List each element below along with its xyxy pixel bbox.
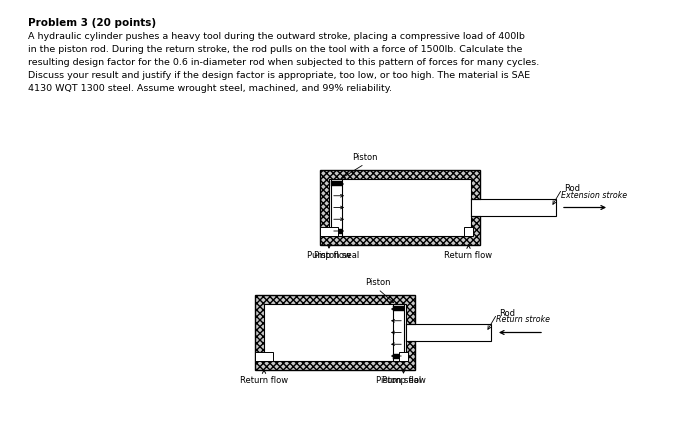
Text: Pump flow: Pump flow bbox=[382, 376, 426, 385]
FancyBboxPatch shape bbox=[255, 295, 415, 370]
Text: Piston seal: Piston seal bbox=[314, 251, 359, 260]
FancyBboxPatch shape bbox=[331, 229, 342, 234]
FancyBboxPatch shape bbox=[393, 354, 404, 359]
FancyBboxPatch shape bbox=[406, 324, 416, 341]
FancyBboxPatch shape bbox=[406, 324, 491, 341]
Text: Pump flow: Pump flow bbox=[307, 251, 351, 260]
Text: Piston: Piston bbox=[351, 153, 377, 162]
FancyBboxPatch shape bbox=[464, 227, 473, 236]
Text: Piston seal: Piston seal bbox=[376, 376, 421, 385]
Text: resulting design factor for the 0.6 in-diameter rod when subjected to this patte: resulting design factor for the 0.6 in-d… bbox=[28, 58, 539, 67]
Text: Discuss your result and justify if the design factor is appropriate, too low, or: Discuss your result and justify if the d… bbox=[28, 71, 530, 80]
Text: Rod: Rod bbox=[499, 310, 515, 318]
Text: Return flow: Return flow bbox=[240, 376, 288, 385]
Text: A hydraulic cylinder pushes a heavy tool during the outward stroke, placing a co: A hydraulic cylinder pushes a heavy tool… bbox=[28, 32, 525, 41]
Text: Problem 3 (20 points): Problem 3 (20 points) bbox=[28, 18, 156, 28]
FancyBboxPatch shape bbox=[393, 304, 404, 361]
FancyBboxPatch shape bbox=[331, 179, 342, 236]
FancyBboxPatch shape bbox=[320, 170, 480, 245]
Text: Extension stroke: Extension stroke bbox=[561, 191, 627, 200]
FancyBboxPatch shape bbox=[255, 352, 273, 361]
FancyBboxPatch shape bbox=[320, 227, 338, 236]
FancyBboxPatch shape bbox=[471, 199, 481, 216]
FancyBboxPatch shape bbox=[329, 179, 471, 236]
Text: Return flow: Return flow bbox=[444, 251, 493, 260]
Text: Piston: Piston bbox=[365, 278, 391, 287]
FancyBboxPatch shape bbox=[399, 352, 408, 361]
Text: Return stroke: Return stroke bbox=[496, 316, 550, 324]
FancyBboxPatch shape bbox=[264, 304, 406, 361]
Text: Rod: Rod bbox=[564, 184, 580, 194]
FancyBboxPatch shape bbox=[393, 306, 404, 311]
FancyBboxPatch shape bbox=[471, 199, 556, 216]
Text: in the piston rod. During the return stroke, the rod pulls on the tool with a fo: in the piston rod. During the return str… bbox=[28, 45, 522, 54]
Text: 4130 WQT 1300 steel. Assume wrought steel, machined, and 99% reliability.: 4130 WQT 1300 steel. Assume wrought stee… bbox=[28, 84, 392, 93]
FancyBboxPatch shape bbox=[331, 181, 342, 186]
